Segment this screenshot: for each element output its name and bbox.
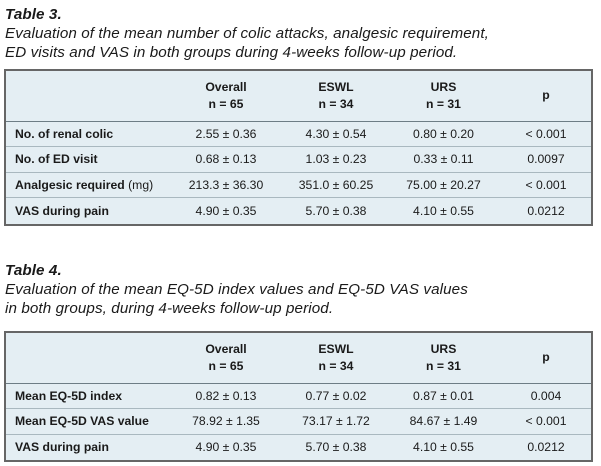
table-row: Mean EQ-5D index 0.82 ± 0.13 0.77 ± 0.02… <box>6 382 591 409</box>
table-row: Mean EQ-5D VAS value 78.92 ± 1.35 73.17 … <box>6 408 591 434</box>
row-unit: (mg) <box>128 177 154 192</box>
table3-header-urs: URS n = 31 <box>386 71 501 121</box>
table3-header-p: p <box>501 71 591 121</box>
cell-urs: 4.10 ± 0.55 <box>386 197 501 223</box>
table-row: VAS during pain 4.90 ± 0.35 5.70 ± 0.38 … <box>6 197 591 223</box>
cell-urs: 0.33 ± 0.11 <box>386 146 501 172</box>
cell-overall: 0.68 ± 0.13 <box>166 146 286 172</box>
header-label: p <box>542 88 550 103</box>
row-label-text: Mean EQ-5D VAS value <box>15 414 149 429</box>
row-label-text: Mean EQ-5D index <box>15 388 123 403</box>
cell-urs: 4.10 ± 0.55 <box>386 433 501 460</box>
header-label: p <box>542 350 550 365</box>
table4-caption-line2: in both groups, during 4-weeks follow-up… <box>5 300 334 317</box>
cell-overall: 2.55 ± 0.36 <box>166 120 286 147</box>
row-label: No. of ED visit <box>6 146 166 172</box>
table4-caption: Table 4. Evaluation of the mean EQ-5D in… <box>5 261 468 318</box>
row-label: No. of renal colic <box>6 120 166 147</box>
cell-overall: 4.90 ± 0.35 <box>166 433 286 460</box>
header-label: ESWL <box>318 341 354 356</box>
header-label: ESWL <box>318 79 354 94</box>
table4-header-overall: Overall n = 65 <box>166 333 286 383</box>
row-label-text: VAS during pain <box>15 203 109 218</box>
row-label-text: No. of renal colic <box>15 126 114 141</box>
row-label-text: No. of ED visit <box>15 152 98 167</box>
cell-p: 0.004 <box>501 382 591 409</box>
header-label: Overall <box>205 341 247 356</box>
cell-p: < 0.001 <box>501 408 591 434</box>
table3-caption-line2: ED visits and VAS in both groups during … <box>5 44 458 61</box>
cell-urs: 84.67 ± 1.49 <box>386 408 501 434</box>
row-label: VAS during pain <box>6 197 166 223</box>
row-label: Mean EQ-5D index <box>6 382 166 409</box>
table4: Overall n = 65 ESWL n = 34 URS n = 31 p Mea… <box>6 333 591 460</box>
table4-header-empty <box>6 333 166 383</box>
row-label: Analgesic required (mg) <box>6 171 166 198</box>
header-label: Overall <box>205 79 247 94</box>
cell-urs: 75.00 ± 20.27 <box>386 171 501 198</box>
table3: Overall n = 65 ESWL n = 34 URS n = 31 p No.… <box>6 71 591 223</box>
header-n: n = 34 <box>318 358 354 373</box>
cell-eswl: 351.0 ± 60.25 <box>286 171 386 198</box>
header-n: n = 31 <box>426 358 461 373</box>
cell-overall: 4.90 ± 0.35 <box>166 197 286 223</box>
table4-header-urs: URS n = 31 <box>386 333 501 383</box>
table4-header-eswl: ESWL n = 34 <box>286 333 386 383</box>
cell-p: < 0.001 <box>501 171 591 198</box>
cell-eswl: 0.77 ± 0.02 <box>286 382 386 409</box>
table3-box: Overall n = 65 ESWL n = 34 URS n = 31 p No.… <box>4 69 593 226</box>
row-label-text: VAS during pain <box>15 440 109 454</box>
header-n: n = 65 <box>208 358 244 373</box>
cell-urs: 0.80 ± 0.20 <box>386 120 501 147</box>
cell-eswl: 1.03 ± 0.23 <box>286 146 386 172</box>
cell-urs: 0.87 ± 0.01 <box>386 382 501 409</box>
table3-header-empty <box>6 71 166 121</box>
cell-overall: 0.82 ± 0.13 <box>166 382 286 409</box>
cell-eswl: 4.30 ± 0.54 <box>286 120 386 147</box>
cell-eswl: 5.70 ± 0.38 <box>286 197 386 223</box>
table4-caption-line1: Evaluation of the mean EQ-5D index value… <box>5 281 468 298</box>
cell-p: 0.0097 <box>501 146 591 172</box>
header-n: n = 65 <box>208 96 244 111</box>
header-label: URS <box>430 341 457 356</box>
table4-header-row: Overall n = 65 ESWL n = 34 URS n = 31 p <box>6 333 591 383</box>
cell-overall: 213.3 ± 36.30 <box>166 171 286 198</box>
table-row: No. of ED visit 0.68 ± 0.13 1.03 ± 0.23 … <box>6 146 591 172</box>
table-row: VAS during pain 4.90 ± 0.35 5.70 ± 0.38 … <box>6 433 591 460</box>
row-label: Mean EQ-5D VAS value <box>6 408 166 434</box>
table3-caption: Table 3. Evaluation of the mean number o… <box>5 5 489 62</box>
cell-p: < 0.001 <box>501 120 591 147</box>
header-label: URS <box>430 79 457 94</box>
cell-eswl: 73.17 ± 1.72 <box>286 408 386 434</box>
table3-caption-line1: Evaluation of the mean number of colic a… <box>5 25 489 42</box>
table-row: No. of renal colic 2.55 ± 0.36 4.30 ± 0.… <box>6 120 591 147</box>
cell-p: 0.0212 <box>501 197 591 223</box>
table3-header-eswl: ESWL n = 34 <box>286 71 386 121</box>
table-row: Analgesic required (mg) 213.3 ± 36.30 35… <box>6 171 591 198</box>
table4-box: Overall n = 65 ESWL n = 34 URS n = 31 p Mea… <box>4 331 593 462</box>
cell-overall: 78.92 ± 1.35 <box>166 408 286 434</box>
header-n: n = 34 <box>318 96 354 111</box>
row-label: VAS during pain <box>6 433 166 460</box>
table3-header-overall: Overall n = 65 <box>166 71 286 121</box>
cell-eswl: 5.70 ± 0.38 <box>286 433 386 460</box>
row-label-text: Analgesic required <box>15 177 125 192</box>
header-n: n = 31 <box>426 96 461 111</box>
table3-header-row: Overall n = 65 ESWL n = 34 URS n = 31 p <box>6 71 591 121</box>
table3-label: Table 3. <box>5 6 62 23</box>
table4-header-p: p <box>501 333 591 383</box>
cell-p: 0.0212 <box>501 433 591 460</box>
table4-label: Table 4. <box>5 262 62 279</box>
